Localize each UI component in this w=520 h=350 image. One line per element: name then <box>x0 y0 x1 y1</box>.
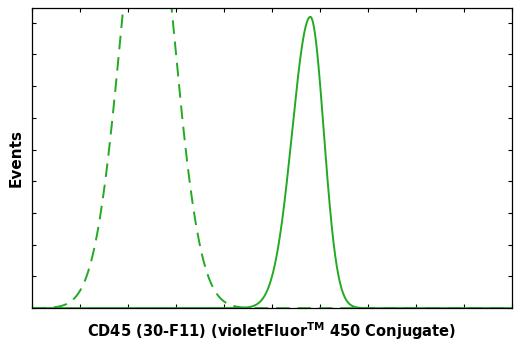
X-axis label: CD45 (30-F11) (violetFluor$^{\mathregular{TM}}$ 450 Conjugate): CD45 (30-F11) (violetFluor$^{\mathregula… <box>87 320 457 342</box>
Y-axis label: Events: Events <box>8 129 23 187</box>
